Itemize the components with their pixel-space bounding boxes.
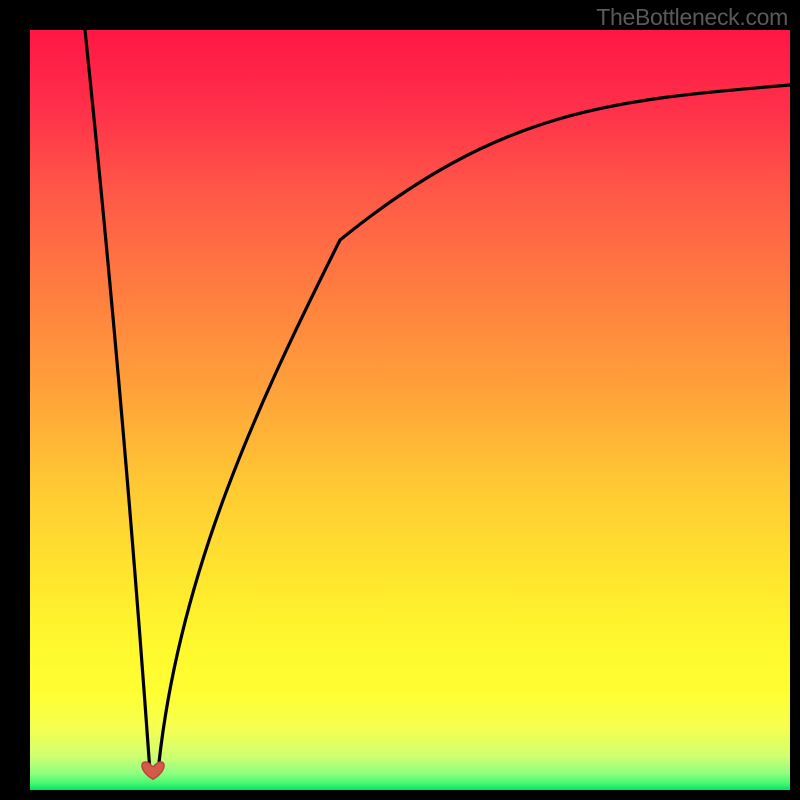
curve-overlay (30, 30, 790, 790)
watermark-text: TheBottleneck.com (596, 4, 788, 31)
plot-area (30, 30, 790, 790)
chart-container: TheBottleneck.com (0, 0, 800, 800)
curve-left-branch (85, 30, 150, 772)
minimum-marker (142, 762, 164, 779)
heart-icon (142, 762, 164, 779)
curve-right-branch (158, 85, 790, 772)
